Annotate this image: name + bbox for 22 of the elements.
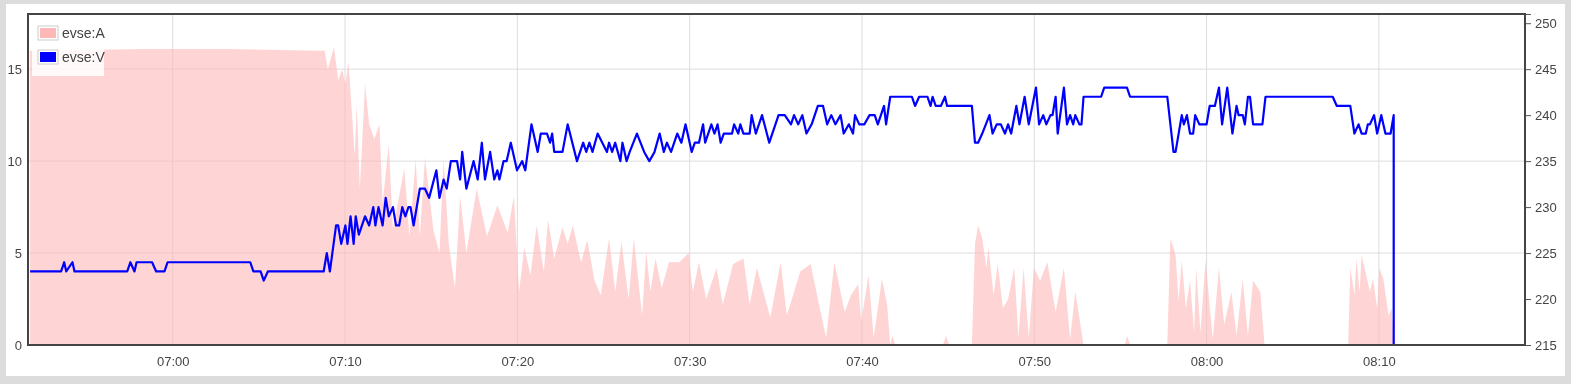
y-tick-label: 15	[7, 61, 22, 77]
y2-tick-label: 240	[1535, 107, 1557, 123]
x-tick-label: 07:10	[329, 354, 362, 370]
x-tick-label: 07:50	[1018, 354, 1052, 370]
x-tick-label: 07:40	[846, 354, 879, 370]
legend-label: evse:V	[62, 49, 106, 65]
y-tick-label: 5	[14, 245, 22, 261]
y2-tick-label: 245	[1535, 61, 1557, 77]
x-tick-label: 08:00	[1190, 354, 1224, 370]
x-tick-label: 07:30	[673, 354, 707, 370]
y2-tick-label: 220	[1535, 291, 1557, 307]
y2-tick-label: 250	[1535, 15, 1557, 31]
legend-label: evse:A	[62, 25, 106, 41]
y2-tick-label: 230	[1535, 199, 1557, 215]
x-tick-label: 08:10	[1363, 354, 1396, 370]
y-tick-label: 0	[14, 337, 22, 353]
y2-tick-label: 235	[1535, 153, 1557, 169]
y2-tick-label: 225	[1535, 245, 1557, 261]
y2-tick-label: 215	[1535, 337, 1557, 353]
y-tick-label: 10	[7, 153, 22, 169]
x-tick-label: 07:00	[156, 354, 190, 370]
x-tick-label: 07:20	[501, 354, 535, 370]
